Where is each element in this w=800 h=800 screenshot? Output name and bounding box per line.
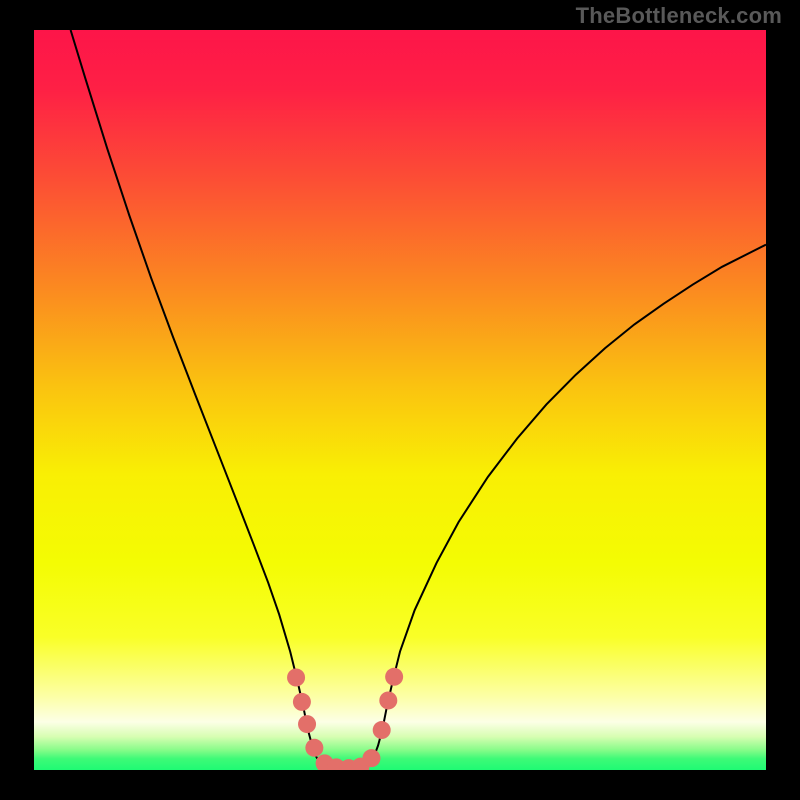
chart-stage: TheBottleneck.com bbox=[0, 0, 800, 800]
plot-background bbox=[34, 30, 766, 770]
curve-marker bbox=[293, 693, 311, 711]
curve-marker bbox=[287, 669, 305, 687]
curve-marker bbox=[373, 721, 391, 739]
curve-marker bbox=[385, 668, 403, 686]
curve-marker bbox=[305, 739, 323, 757]
curve-marker bbox=[379, 691, 397, 709]
curve-marker bbox=[362, 749, 380, 767]
watermark-text: TheBottleneck.com bbox=[576, 3, 782, 29]
curve-marker bbox=[298, 715, 316, 733]
plot-svg bbox=[34, 30, 766, 770]
